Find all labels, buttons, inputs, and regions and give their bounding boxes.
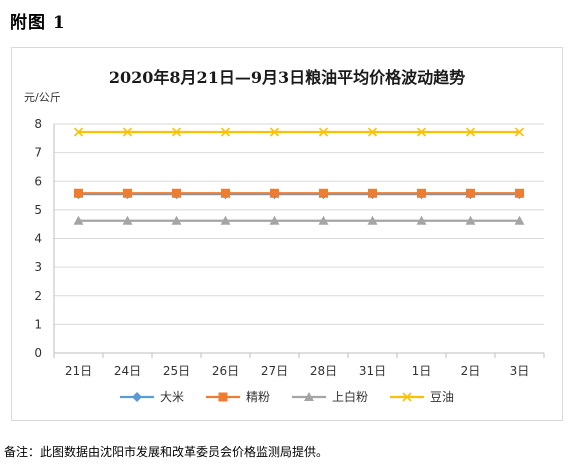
x-tick-label: 25日 (163, 364, 190, 378)
x-tick-label: 31日 (359, 364, 386, 378)
data-point-上白粉 (416, 215, 427, 225)
y-tick-label: 4 (34, 232, 42, 246)
legend-item: 大米 (119, 388, 184, 405)
legend-label: 精粉 (245, 390, 270, 404)
data-point-精粉 (172, 188, 181, 198)
data-point-精粉 (221, 188, 230, 198)
data-point-上白粉 (73, 215, 84, 225)
y-tick-label: 6 (34, 174, 42, 188)
x-tick-label: 24日 (114, 364, 141, 378)
data-point-精粉 (466, 188, 475, 198)
data-point-上白粉 (465, 215, 476, 225)
y-tick-label: 5 (34, 203, 42, 217)
chart-frame: 2020年8月21日—9月3日粮油平均价格波动趋势 元/公斤 0 1 2 3 4 5 6 7 8… (11, 47, 563, 421)
figure-label: 附图 1 (10, 13, 66, 33)
legend-label: 上白粉 (332, 390, 369, 404)
data-point-豆油 (465, 127, 476, 137)
legend-swatch-icon (390, 391, 425, 402)
data-point-上白粉 (514, 215, 525, 225)
data-point-上白粉 (220, 215, 231, 225)
data-point-精粉 (417, 188, 426, 198)
x-tick-label: 1日 (412, 364, 432, 378)
legend-item: 精粉 (205, 388, 270, 405)
legend-marker (218, 392, 228, 401)
data-point-上白粉 (367, 215, 378, 225)
data-point-豆油 (220, 127, 231, 137)
data-point-上白粉 (122, 215, 133, 225)
data-point-精粉 (270, 188, 279, 198)
data-point-豆油 (367, 127, 378, 137)
data-point-豆油 (73, 127, 84, 137)
y-tick-label: 3 (34, 260, 42, 274)
legend-swatch-icon (292, 391, 326, 401)
data-point-精粉 (74, 188, 83, 198)
chart-legend: 大米 精粉 上白粉 豆油 (12, 388, 562, 405)
data-point-精粉 (123, 188, 132, 198)
chart-title: 2020年8月21日—9月3日粮油平均价格波动趋势 (108, 68, 466, 87)
data-point-豆油 (318, 127, 329, 137)
data-point-上白粉 (269, 215, 280, 225)
legend-marker (402, 391, 412, 402)
data-point-豆油 (269, 127, 280, 137)
x-tick-label: 21日 (65, 364, 92, 378)
legend-item: 上白粉 (292, 388, 368, 405)
data-point-豆油 (171, 127, 182, 137)
data-point-豆油 (122, 127, 133, 137)
x-tick-label: 3日 (510, 364, 530, 378)
legend-item: 豆油 (390, 388, 454, 405)
y-tick-label: 1 (34, 317, 42, 331)
y-tick-label: 7 (34, 146, 42, 160)
data-point-豆油 (514, 127, 525, 137)
legend-marker (304, 391, 314, 401)
data-point-上白粉 (171, 215, 182, 225)
y-tick-label: 0 (34, 346, 42, 360)
y-tick-label: 2 (34, 289, 42, 303)
data-point-上白粉 (318, 215, 329, 225)
chart-plot-area: 0 1 2 3 4 5 6 7 8 21日 24日 25日 26日 27日 28日 31日 1日 2日 3日 (34, 117, 545, 378)
data-point-精粉 (319, 188, 328, 198)
data-point-精粉 (515, 188, 524, 198)
x-tick-label: 27日 (261, 364, 288, 378)
legend-swatch-icon (119, 391, 154, 402)
legend-marker (131, 391, 142, 402)
legend-label: 大米 (159, 390, 184, 404)
x-tick-label: 28日 (310, 364, 337, 378)
y-tick-label: 8 (34, 117, 42, 131)
x-tick-label: 2日 (461, 364, 481, 378)
y-axis-unit-label: 元/公斤 (24, 91, 61, 104)
footnote: 备注：此图数据由沈阳市发展和改革委员会价格监测局提供。 (4, 445, 329, 459)
x-tick-label: 26日 (212, 364, 239, 378)
legend-swatch-icon (205, 392, 240, 401)
data-point-精粉 (368, 188, 377, 198)
data-point-豆油 (416, 127, 427, 137)
legend-label: 豆油 (430, 390, 455, 404)
